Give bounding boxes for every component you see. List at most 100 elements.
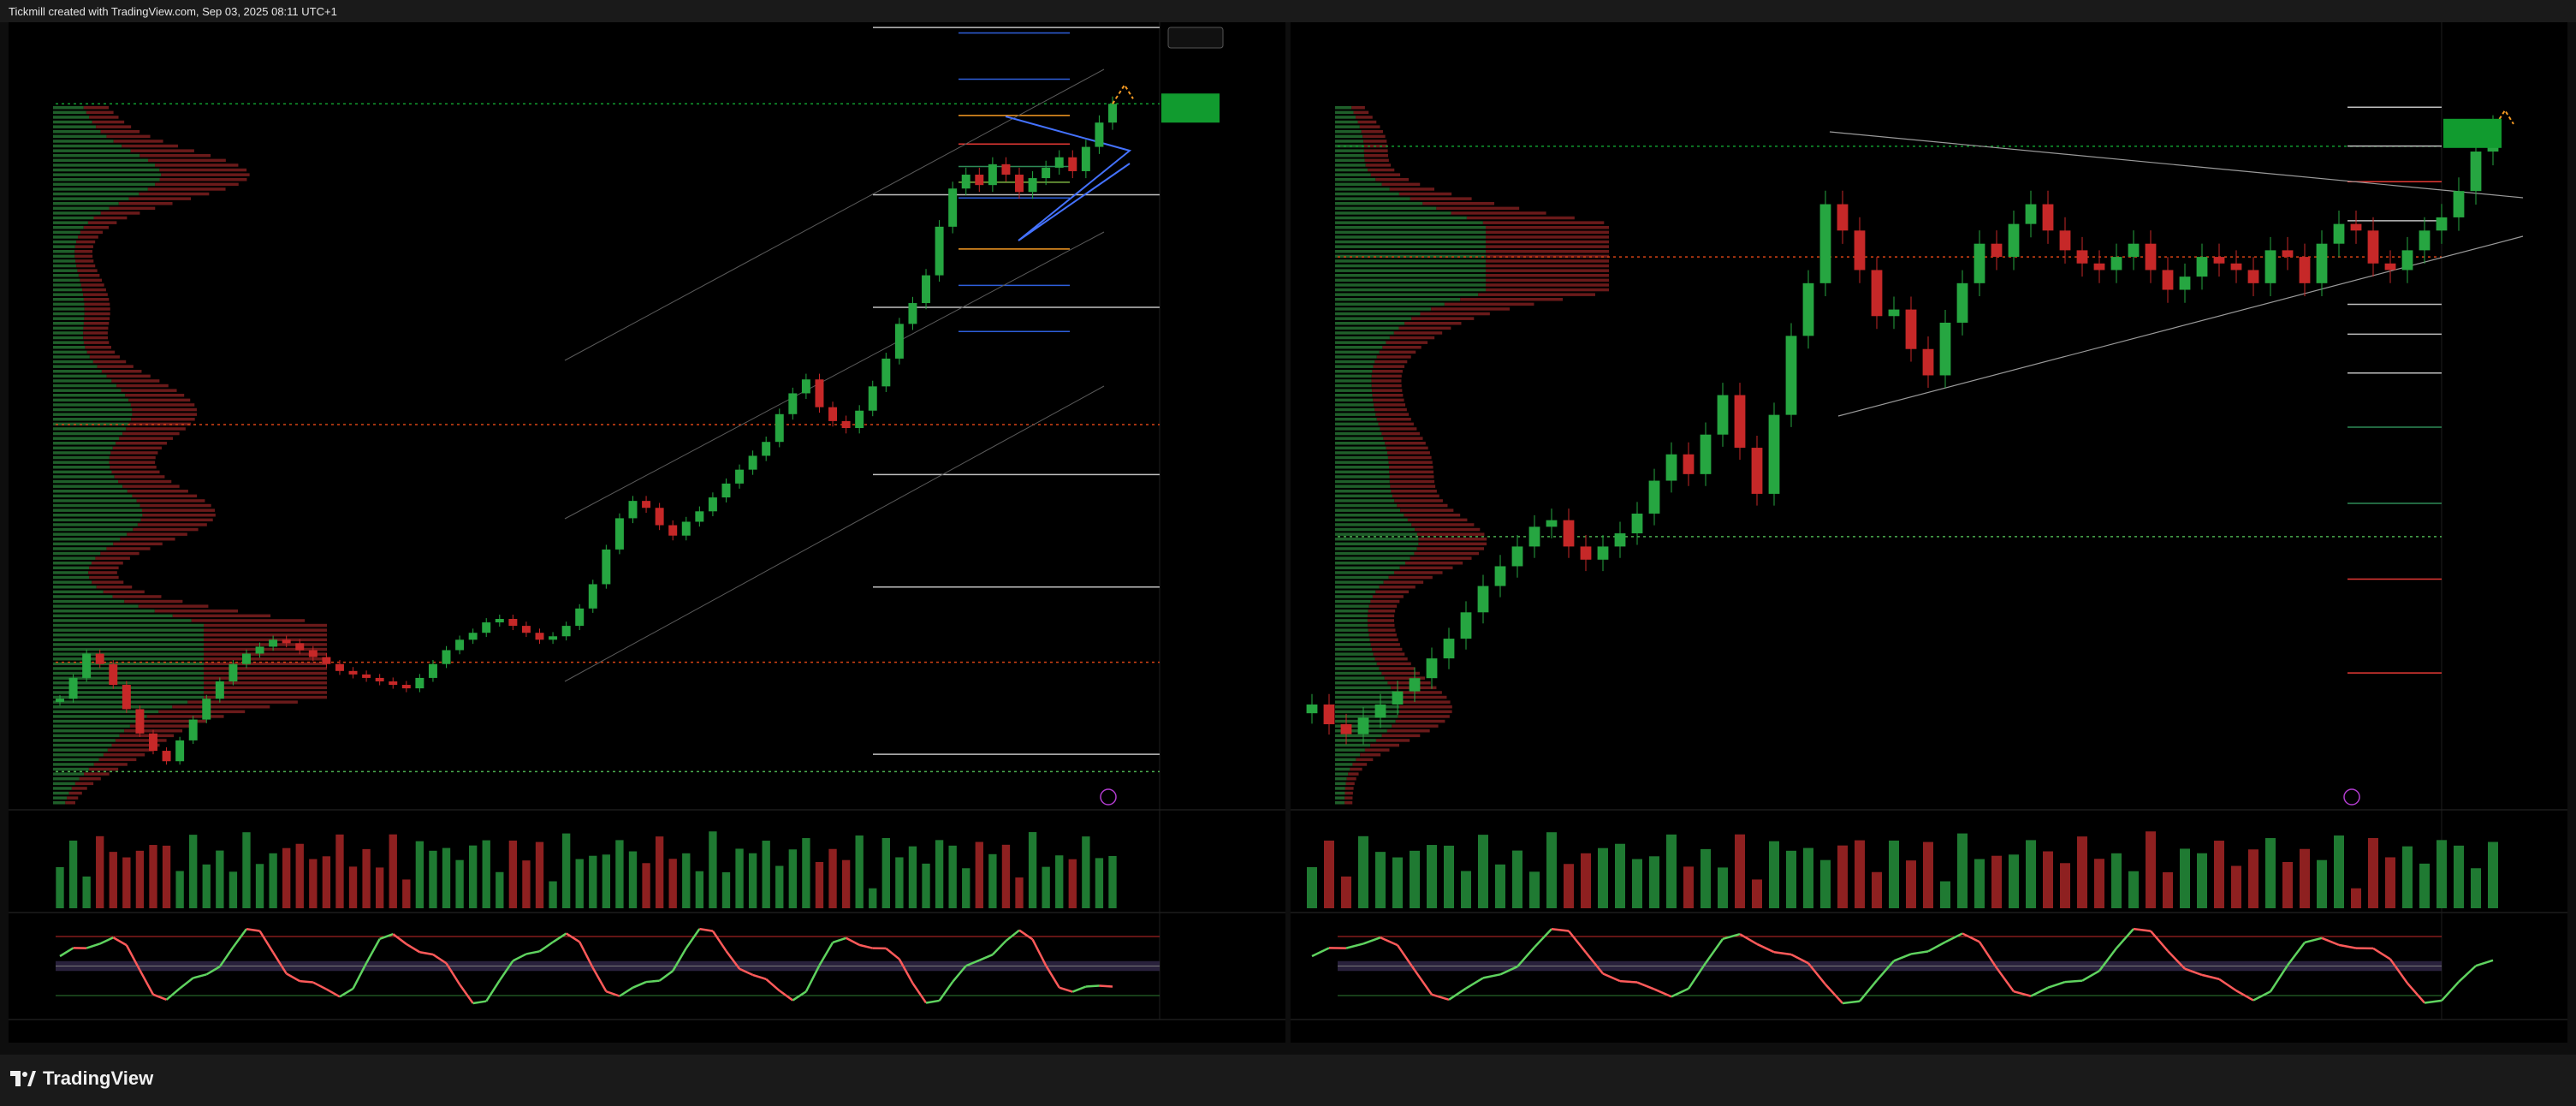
volume-profile-bar-down	[1383, 437, 1423, 440]
volume-profile-bar-down	[107, 748, 153, 752]
volume-profile-bar-down	[1394, 571, 1443, 574]
volume-profile-bar-down	[1348, 772, 1359, 776]
volume-profile-bar-up	[1335, 293, 1479, 296]
volume-bar	[2180, 848, 2190, 908]
volume-profile-bar-down	[125, 394, 185, 397]
volume-bar	[962, 868, 970, 908]
right-chart-svg[interactable]	[1291, 22, 2567, 1043]
volume-profile-bar-up	[1335, 130, 1362, 134]
volume-bar	[1375, 852, 1386, 908]
volume-profile-bar-up	[1335, 350, 1380, 354]
volume-profile-bar-down	[122, 485, 180, 488]
candle-body	[881, 358, 891, 387]
rsi-line-segment	[846, 937, 860, 946]
price-tag-box	[2443, 118, 2502, 148]
volume-bar	[1855, 840, 1865, 908]
volume-profile-bar-down	[1363, 140, 1387, 143]
volume-profile-bar-down	[1393, 331, 1443, 335]
volume-bar	[1068, 859, 1077, 908]
volume-bar	[122, 857, 131, 908]
volume-profile-bar-up	[53, 206, 110, 211]
volume-profile-bar-down	[1486, 269, 1609, 272]
rsi-line-segment	[1704, 938, 1724, 964]
rsi-line-segment	[739, 967, 754, 977]
volume-profile-bar-up	[1335, 211, 1451, 215]
volume-profile-bar-up	[1335, 538, 1419, 541]
volume-bar	[1991, 855, 2002, 908]
volume-profile-bar-up	[53, 331, 84, 335]
volume-profile-bar-down	[155, 182, 239, 187]
candle-body	[401, 685, 411, 689]
volume-profile-bar-down	[1486, 250, 1609, 253]
volume-profile-bar-up	[53, 106, 84, 110]
volume-profile-bar-down	[204, 676, 327, 680]
volume-profile-bar-down	[83, 322, 110, 325]
volume-bar	[628, 851, 638, 908]
tradingview-logo[interactable]: TradingView	[10, 1067, 153, 1090]
volume-profile-bar-up	[1335, 431, 1382, 436]
candle-body	[122, 685, 131, 710]
right-chart-panel[interactable]	[1291, 22, 2567, 1043]
left-chart-panel[interactable]	[9, 22, 1285, 1043]
rsi-line-segment	[525, 950, 540, 955]
rsi-line-segment	[752, 973, 767, 980]
volume-profile-bar-up	[1335, 149, 1364, 152]
volume-profile-bar-up	[53, 230, 80, 235]
candle-body	[855, 410, 864, 428]
volume-profile-bar-down	[122, 431, 180, 436]
volume-profile-bar-down	[120, 538, 175, 541]
volume-profile-bar-down	[113, 542, 163, 546]
left-chart-svg[interactable]	[9, 22, 1285, 1043]
volume-profile-bar-down	[84, 772, 110, 776]
candle-body	[1665, 454, 1677, 481]
volume-profile-bar-up	[53, 527, 134, 532]
rsi-line-segment	[339, 987, 354, 998]
volume-profile-bar-down	[1392, 494, 1439, 498]
volume-profile-bar-up	[1335, 614, 1368, 618]
volume-bar	[2197, 853, 2207, 908]
volume-profile-bar-up	[1335, 451, 1388, 455]
candle-body	[961, 175, 970, 189]
tradingview-logo-icon	[10, 1071, 36, 1086]
volume-profile-bar-up	[53, 130, 101, 134]
volume-bar	[2351, 888, 2361, 908]
volume-profile-bar-down	[79, 777, 101, 781]
volume-profile-bar-down	[83, 293, 108, 296]
volume-bar	[2026, 840, 2036, 908]
rsi-line-segment	[911, 982, 928, 1004]
volume-profile-bar-up	[53, 743, 112, 747]
rsi-line-segment	[2201, 973, 2220, 980]
volume-profile-bar-up	[1335, 110, 1354, 115]
rsi-line-segment	[2304, 937, 2323, 944]
volume-profile-bar-up	[1335, 164, 1366, 167]
volume-bar	[2265, 838, 2276, 908]
volume-profile-bar-up	[53, 551, 101, 556]
volume-profile-bar-up	[53, 494, 133, 498]
volume-profile-bar-down	[129, 724, 193, 728]
volume-profile-bar-up	[53, 609, 155, 613]
rsi-line-segment	[711, 930, 727, 952]
rsi-line-segment	[2475, 959, 2494, 967]
volume-bar	[309, 859, 318, 908]
volume-profile-bar-up	[53, 245, 75, 248]
volume-profile-bar-up	[53, 542, 114, 546]
volume-bar	[455, 859, 464, 908]
candle-body	[775, 413, 784, 443]
candle-body	[162, 751, 171, 762]
volume-profile-bar-down	[1344, 787, 1354, 790]
volume-profile-bar-down	[204, 647, 327, 651]
volume-profile-bar-up	[53, 235, 79, 239]
volume-profile-bar-down	[1374, 403, 1406, 407]
volume-bar	[2146, 831, 2156, 908]
volume-profile-bar-up	[53, 394, 126, 397]
volume-profile-bar-up	[53, 254, 75, 259]
volume-profile-bar-up	[53, 753, 104, 757]
candle-body	[748, 455, 757, 470]
candle-body	[1905, 309, 1917, 349]
candle-body	[362, 674, 371, 678]
volume-profile-bar-up	[1335, 259, 1486, 263]
volume-profile-bar-up	[1335, 580, 1384, 584]
candle-body	[1580, 546, 1592, 560]
candle-body	[935, 226, 944, 276]
volume-profile-bar-up	[1335, 240, 1486, 244]
